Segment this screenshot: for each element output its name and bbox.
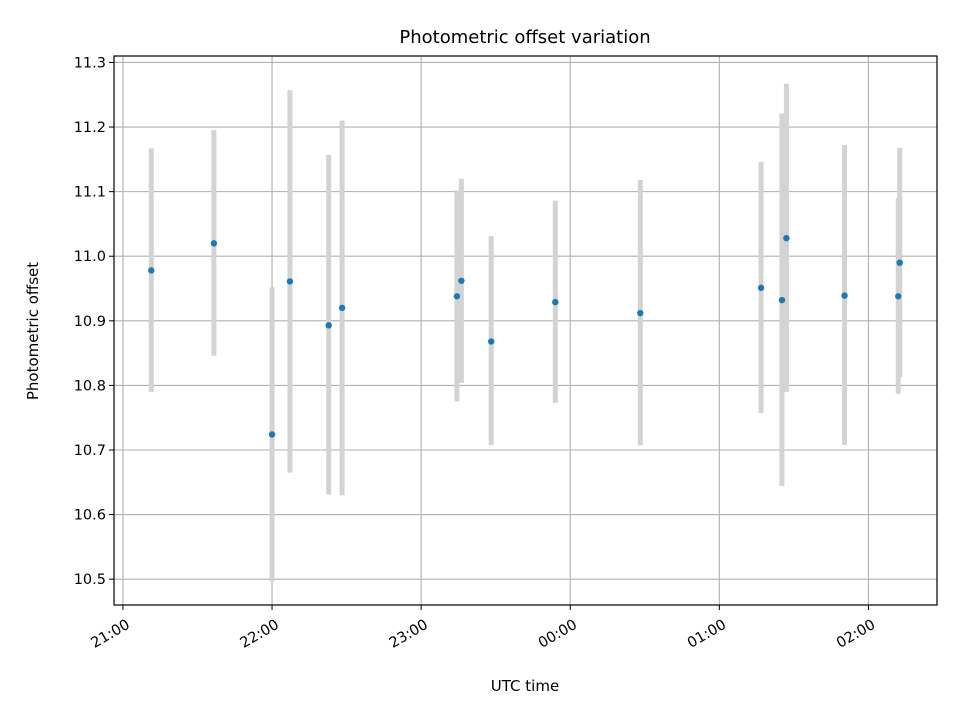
data-point [552, 298, 559, 306]
data-points [148, 234, 903, 438]
data-point [896, 259, 903, 266]
y-tick-label: 11.0 [74, 249, 106, 265]
data-point [338, 304, 346, 312]
data-point [458, 277, 465, 284]
data-point [895, 293, 902, 300]
data-point [757, 284, 765, 292]
y-tick-label: 10.8 [74, 378, 106, 394]
data-point [148, 267, 155, 274]
y-tick-label: 10.7 [74, 443, 106, 459]
y-tick-label: 11.1 [74, 185, 106, 201]
y-axis-ticks: 10.5 10.6 10.7 10.8 10.9 11.0 11.1 11.2 11.3 [74, 55, 114, 588]
plot-frame [113, 55, 938, 606]
data-point [453, 293, 461, 300]
y-tick-label: 10.9 [74, 314, 106, 330]
data-point [210, 240, 218, 247]
y-axis-label: Photometric offset [24, 262, 42, 400]
data-point [268, 431, 276, 438]
x-axis-label: UTC time [491, 677, 559, 695]
data-point [286, 278, 294, 285]
y-tick-label: 11.3 [74, 55, 106, 71]
y-tick-label: 10.6 [74, 508, 106, 524]
data-point [778, 296, 786, 304]
chart-title: Photometric offset variation [399, 27, 650, 48]
data-point [325, 322, 332, 329]
y-tick-label: 11.2 [74, 120, 106, 136]
data-point [488, 338, 495, 345]
grid [114, 56, 937, 605]
data-point [637, 309, 644, 317]
y-tick-label: 10.5 [74, 572, 106, 588]
data-point [783, 234, 790, 242]
data-point [841, 292, 848, 299]
